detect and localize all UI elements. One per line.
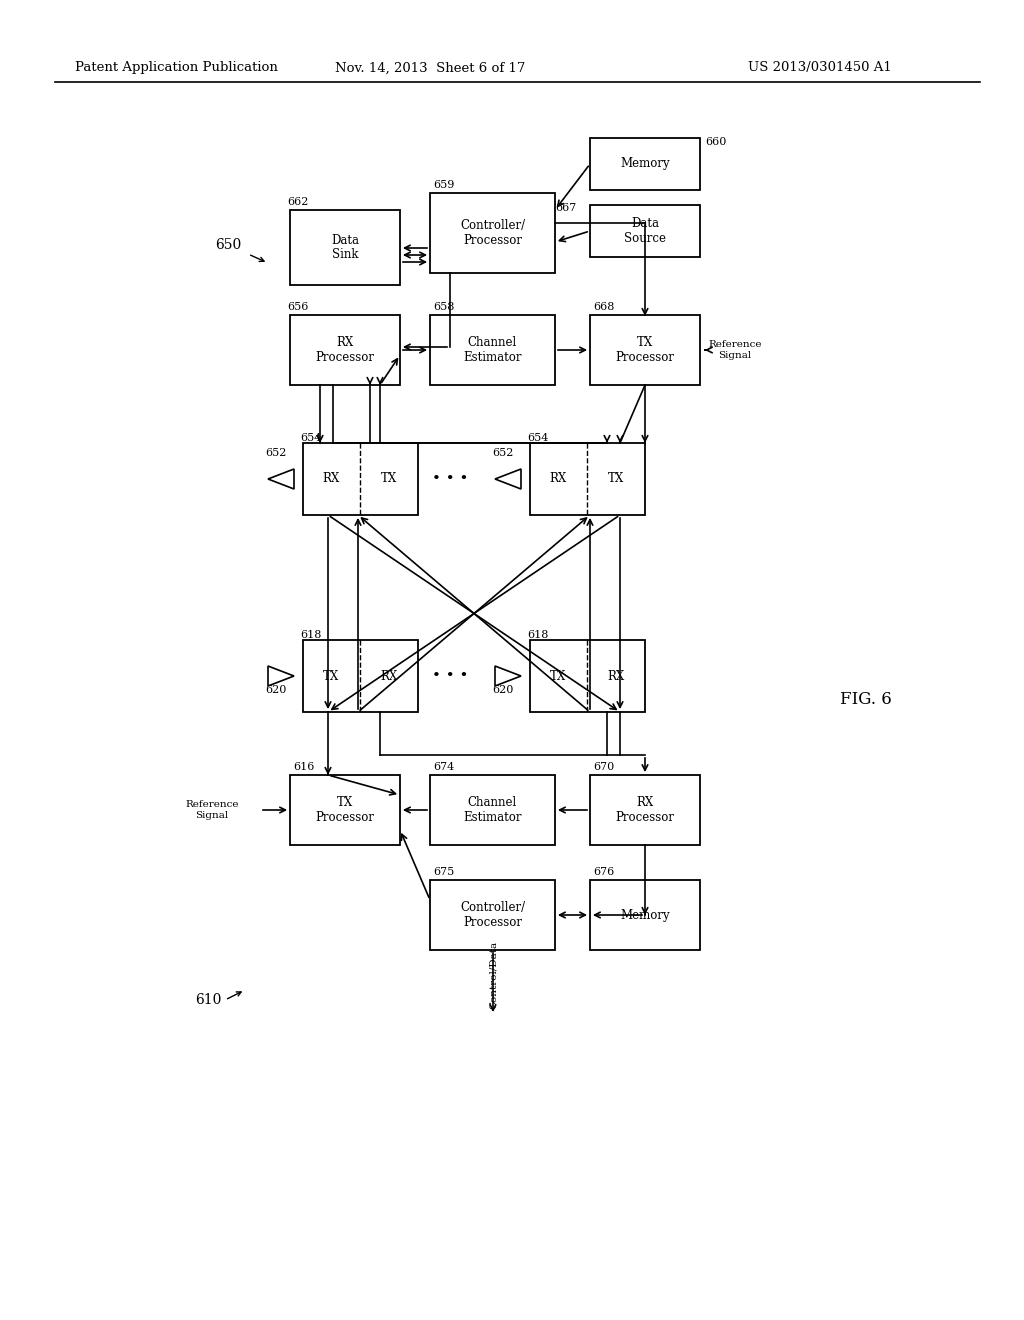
Text: 618: 618	[300, 630, 322, 640]
Text: TX: TX	[550, 669, 566, 682]
Text: Memory: Memory	[621, 157, 670, 170]
Text: TX
Processor: TX Processor	[315, 796, 375, 824]
Text: 610: 610	[195, 993, 221, 1007]
Bar	[430, 193, 555, 273]
Bar	[303, 640, 418, 711]
Bar	[590, 205, 700, 257]
Text: RX: RX	[549, 473, 566, 486]
Bar	[290, 210, 400, 285]
Text: Nov. 14, 2013  Sheet 6 of 17: Nov. 14, 2013 Sheet 6 of 17	[335, 62, 525, 74]
Bar	[530, 444, 645, 515]
Bar	[430, 775, 555, 845]
Text: 668: 668	[593, 302, 614, 312]
Text: Reference
Signal: Reference Signal	[708, 341, 762, 360]
Text: 675: 675	[433, 867, 455, 876]
Text: Data
Source: Data Source	[624, 216, 666, 246]
Text: 676: 676	[593, 867, 614, 876]
Bar	[590, 775, 700, 845]
Text: TX: TX	[323, 669, 339, 682]
Text: 667: 667	[555, 203, 577, 213]
Bar	[590, 880, 700, 950]
Text: • • •: • • •	[432, 473, 468, 486]
Text: 662: 662	[287, 197, 308, 207]
Text: 659: 659	[433, 180, 455, 190]
Text: Channel
Estimator: Channel Estimator	[463, 796, 522, 824]
Bar	[290, 315, 400, 385]
Text: RX
Processor: RX Processor	[615, 796, 675, 824]
Bar	[430, 880, 555, 950]
Text: Data
Sink: Data Sink	[331, 234, 359, 261]
Text: Memory: Memory	[621, 908, 670, 921]
Text: 650: 650	[215, 238, 242, 252]
Bar	[303, 444, 418, 515]
Text: RX: RX	[380, 669, 397, 682]
Text: 618: 618	[527, 630, 549, 640]
Text: 652: 652	[265, 447, 287, 458]
Text: • • •: • • •	[432, 669, 468, 682]
Text: Channel
Estimator: Channel Estimator	[463, 337, 522, 364]
Polygon shape	[495, 667, 521, 686]
Text: Control/Data: Control/Data	[488, 941, 498, 1008]
Text: 620: 620	[492, 685, 513, 696]
Text: Controller/
Processor: Controller/ Processor	[460, 219, 525, 247]
Text: 652: 652	[492, 447, 513, 458]
Text: 660: 660	[705, 137, 726, 147]
Text: RX: RX	[607, 669, 625, 682]
Polygon shape	[268, 469, 294, 488]
Text: 658: 658	[433, 302, 455, 312]
Text: Controller/
Processor: Controller/ Processor	[460, 902, 525, 929]
Bar	[590, 315, 700, 385]
Text: RX: RX	[323, 473, 340, 486]
Text: 674: 674	[433, 762, 455, 772]
Bar	[530, 640, 645, 711]
Text: 616: 616	[293, 762, 314, 772]
Text: Reference
Signal: Reference Signal	[185, 800, 239, 820]
Polygon shape	[495, 469, 521, 488]
Text: FIG. 6: FIG. 6	[840, 692, 892, 709]
Bar	[590, 139, 700, 190]
Text: TX: TX	[608, 473, 624, 486]
Text: 656: 656	[287, 302, 308, 312]
Text: 620: 620	[265, 685, 287, 696]
Bar	[290, 775, 400, 845]
Text: TX: TX	[381, 473, 397, 486]
Polygon shape	[268, 667, 294, 686]
Bar	[430, 315, 555, 385]
Text: 654: 654	[300, 433, 322, 444]
Text: 670: 670	[593, 762, 614, 772]
Text: US 2013/0301450 A1: US 2013/0301450 A1	[749, 62, 892, 74]
Text: TX
Processor: TX Processor	[615, 337, 675, 364]
Text: Patent Application Publication: Patent Application Publication	[75, 62, 278, 74]
Text: 654: 654	[527, 433, 549, 444]
Text: RX
Processor: RX Processor	[315, 337, 375, 364]
